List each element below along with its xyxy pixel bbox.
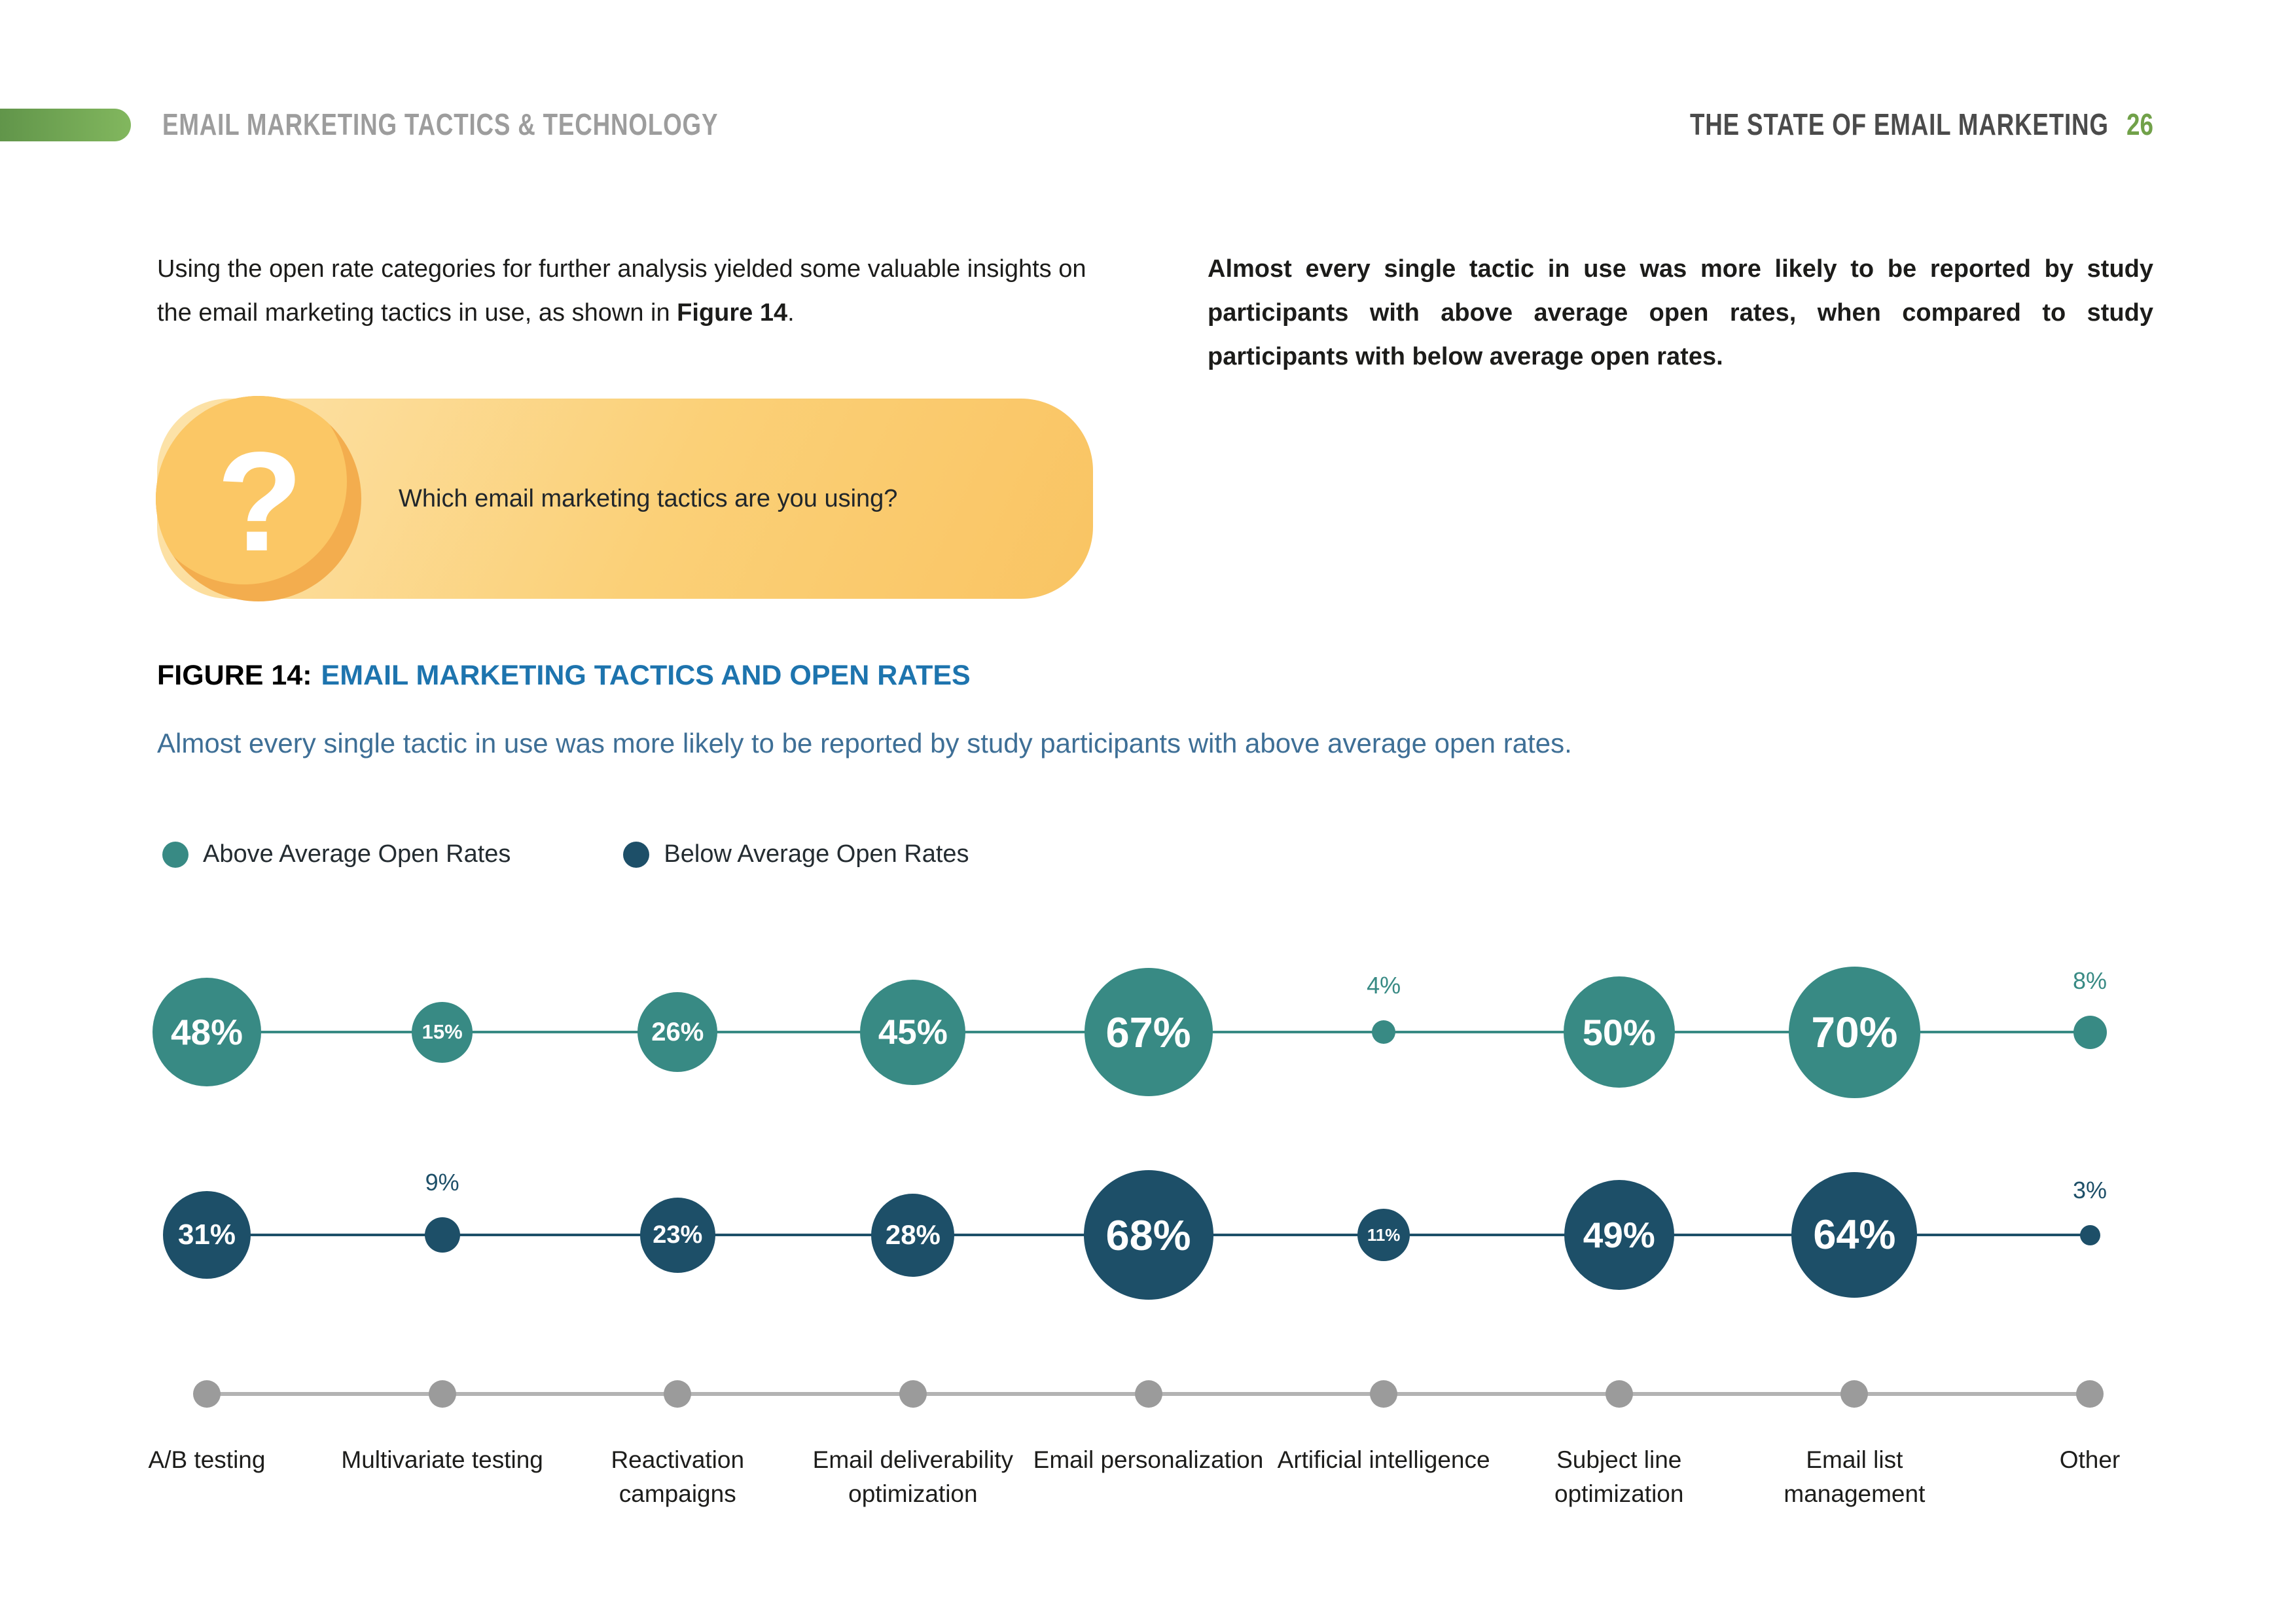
question-circle xyxy=(156,396,361,601)
bubble-value-label: 68% xyxy=(1083,1170,1213,1300)
legend-item-above: Above Average Open Rates xyxy=(162,840,511,868)
figure-label: FIGURE 14: xyxy=(157,660,312,691)
question-mark-icon: ? xyxy=(217,421,303,580)
bubble-value-label: 49% xyxy=(1564,1180,1674,1290)
category-label: Email list management xyxy=(1784,1446,1926,1507)
bubble-value-label: 70% xyxy=(1788,966,1920,1098)
bubble xyxy=(424,1217,460,1253)
bubble-value-label: 28% xyxy=(871,1193,955,1277)
bubble-value-label: 15% xyxy=(412,1001,473,1063)
legend-item-below: Below Average Open Rates xyxy=(623,840,969,868)
outside-value-label: 4% xyxy=(1367,972,1401,999)
bubble-value-label: 31% xyxy=(163,1191,251,1279)
category-label: Email personalization xyxy=(1033,1446,1264,1473)
axis-dot xyxy=(1840,1380,1869,1408)
report-title: THE STATE OF EMAIL MARKETING xyxy=(1690,107,2109,141)
intro-left-period: . xyxy=(787,299,795,327)
bubble xyxy=(2073,1015,2107,1049)
bubble-value-label: 67% xyxy=(1084,968,1213,1096)
category-label: Multivariate testing xyxy=(341,1446,543,1473)
axis-dot xyxy=(899,1380,927,1408)
axis-dot xyxy=(1605,1380,1633,1408)
legend-dot-below xyxy=(623,841,650,868)
bubble-value-label: 64% xyxy=(1791,1172,1918,1298)
report-header: THE STATE OF EMAIL MARKETING 26 xyxy=(1690,105,2153,144)
axis-dot xyxy=(193,1380,221,1408)
outside-value-label: 8% xyxy=(2072,967,2108,994)
figure-subtitle: Almost every single tactic in use was mo… xyxy=(157,728,1572,758)
bubble-value-label: 45% xyxy=(860,979,966,1085)
intro-paragraph-left: Using the open rate categories for furth… xyxy=(157,247,1106,335)
bubble-value-label: 11% xyxy=(1357,1209,1410,1261)
figure-title: EMAIL MARKETING TACTICS AND OPEN RATES xyxy=(321,660,971,691)
axis-dot xyxy=(1134,1380,1162,1408)
bubble-value-label: 26% xyxy=(637,992,718,1072)
bubble xyxy=(2079,1224,2100,1245)
bubble xyxy=(1372,1020,1396,1044)
question-text: Which email marketing tactics are you us… xyxy=(399,484,898,512)
question-callout: ? Which email marketing tactics are you … xyxy=(156,396,1093,601)
axis-dot xyxy=(428,1380,456,1408)
category-label: Reactivation campaigns xyxy=(611,1446,745,1507)
chart-legend: Above Average Open Rates Below Average O… xyxy=(162,840,969,868)
category-label: Artificial intelligence xyxy=(1277,1446,1490,1473)
legend-label-below: Below Average Open Rates xyxy=(664,840,969,868)
figure-heading: FIGURE 14: EMAIL MARKETING TACTICS AND OP… xyxy=(157,660,971,692)
page-number: 26 xyxy=(2126,107,2153,141)
legend-dot-above xyxy=(162,841,188,868)
category-label: Email deliverability optimization xyxy=(812,1446,1014,1507)
outside-value-label: 3% xyxy=(2072,1176,2108,1204)
section-title: EMAIL MARKETING TACTICS & TECHNOLOGY xyxy=(162,107,719,141)
axis-dot xyxy=(1370,1380,1398,1408)
category-label: Other xyxy=(2059,1446,2121,1473)
axis-dot xyxy=(664,1380,692,1408)
intro-left-text: Using the open rate categories for furth… xyxy=(157,255,1086,327)
category-label: A/B testing xyxy=(148,1446,266,1473)
intro-paragraph-right: Almost every single tactic in use was mo… xyxy=(1208,255,2153,370)
category-label: Subject line optimization xyxy=(1554,1446,1684,1507)
axis-dot xyxy=(2076,1380,2104,1408)
bubble-chart: 48% 31% A/B testing 15% 9% Multivariate testi… xyxy=(0,916,2296,1623)
header-accent-bar xyxy=(0,109,131,141)
bubble-value-label: 48% xyxy=(152,978,261,1086)
figure-reference: Figure 14 xyxy=(677,299,788,327)
legend-label-above: Above Average Open Rates xyxy=(203,840,511,868)
bubble-value-label: 23% xyxy=(639,1197,715,1273)
outside-value-label: 9% xyxy=(425,1169,459,1196)
bubble-value-label: 50% xyxy=(1563,976,1675,1088)
